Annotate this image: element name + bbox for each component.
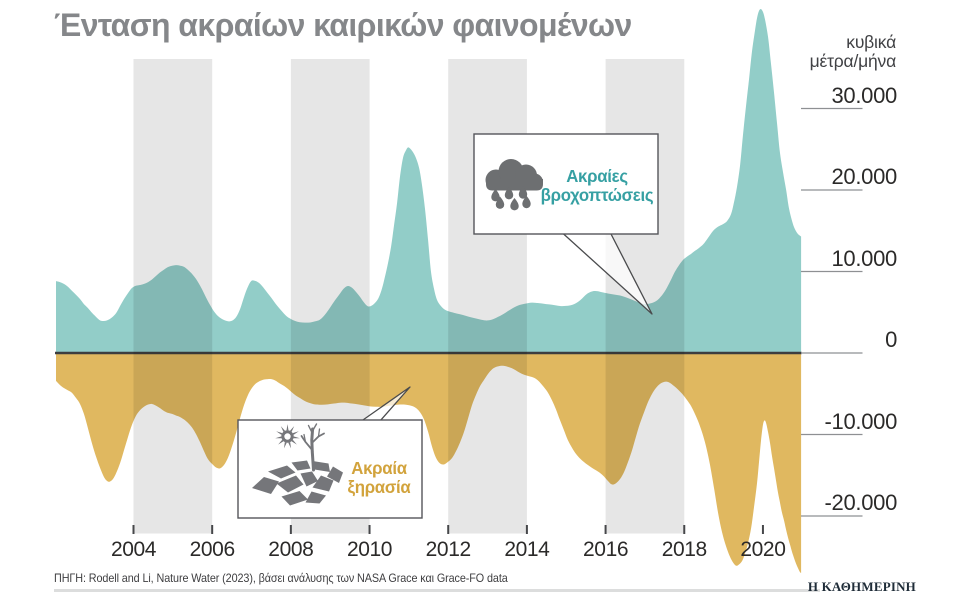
rain-callout-line2: βροχοπτώσεις — [540, 184, 654, 205]
rain-callout-label: Ακραίες βροχοπτώσεις — [532, 167, 663, 204]
x-tick-label-2010: 2010 — [346, 538, 393, 561]
y-tick-label-30000: 30.000 — [831, 82, 898, 108]
x-tick-label-2004: 2004 — [110, 538, 157, 561]
y-tick-label-10000: 10.000 — [831, 245, 898, 271]
y-tick-label--10000: -10.000 — [824, 408, 897, 434]
brand-logo: Η ΚΑΘΗΜΕΡΙΝΗ — [807, 579, 916, 594]
drought-callout-box — [237, 419, 423, 519]
x-tick-label-2020: 2020 — [740, 538, 786, 561]
footer-divider — [54, 589, 820, 592]
rain-callout-pointer — [562, 232, 653, 315]
y-axis-unit-line1: κυβικά — [846, 32, 896, 52]
rain-area-series — [56, 9, 802, 353]
drought-icon — [252, 423, 343, 506]
y-axis-ticks — [801, 107, 863, 517]
rain-callout-box — [473, 133, 659, 235]
x-tick-label-2008: 2008 — [268, 538, 314, 561]
x-tick-label-2018: 2018 — [661, 538, 708, 561]
drought-callout-line2: ξηρασία — [347, 476, 411, 497]
x-axis-ticks — [132, 525, 764, 534]
year-band-2016-2018 — [605, 59, 685, 534]
source-note: ΠΗΓΗ: Rodell and Li, Nature Water (2023)… — [54, 571, 508, 585]
page-title: Ένταση ακραίων καιρικών φαινομένων — [54, 7, 632, 43]
rain-cloud-icon — [485, 159, 543, 211]
x-tick-label-2014: 2014 — [504, 538, 550, 561]
y-axis-unit-line2: μέτρα/μήνα — [809, 51, 897, 71]
dead-tree-icon — [300, 423, 325, 472]
x-tick-label-2016: 2016 — [583, 538, 629, 561]
drought-callout-label: Ακραία ξηρασία — [321, 459, 436, 496]
rain-callout-line1: Ακραίες — [566, 166, 628, 186]
y-tick-label-0: 0 — [885, 327, 897, 352]
y-axis-unit-label: κυβικά μέτρα/μήνα — [646, 32, 897, 71]
sun-icon — [275, 424, 300, 449]
x-tick-label-2006: 2006 — [189, 538, 236, 561]
cracked-earth-icon — [252, 460, 343, 506]
drought-callout-pointer — [361, 386, 411, 422]
y-tick-label--20000: -20.000 — [824, 490, 897, 515]
year-band-2004-2006 — [133, 59, 213, 534]
drought-area-series — [56, 353, 802, 574]
year-band-2012-2014 — [448, 59, 527, 534]
y-tick-label-20000: 20.000 — [831, 164, 898, 189]
drought-callout-line1: Ακραία — [351, 458, 407, 478]
x-tick-label-2012: 2012 — [425, 538, 472, 561]
